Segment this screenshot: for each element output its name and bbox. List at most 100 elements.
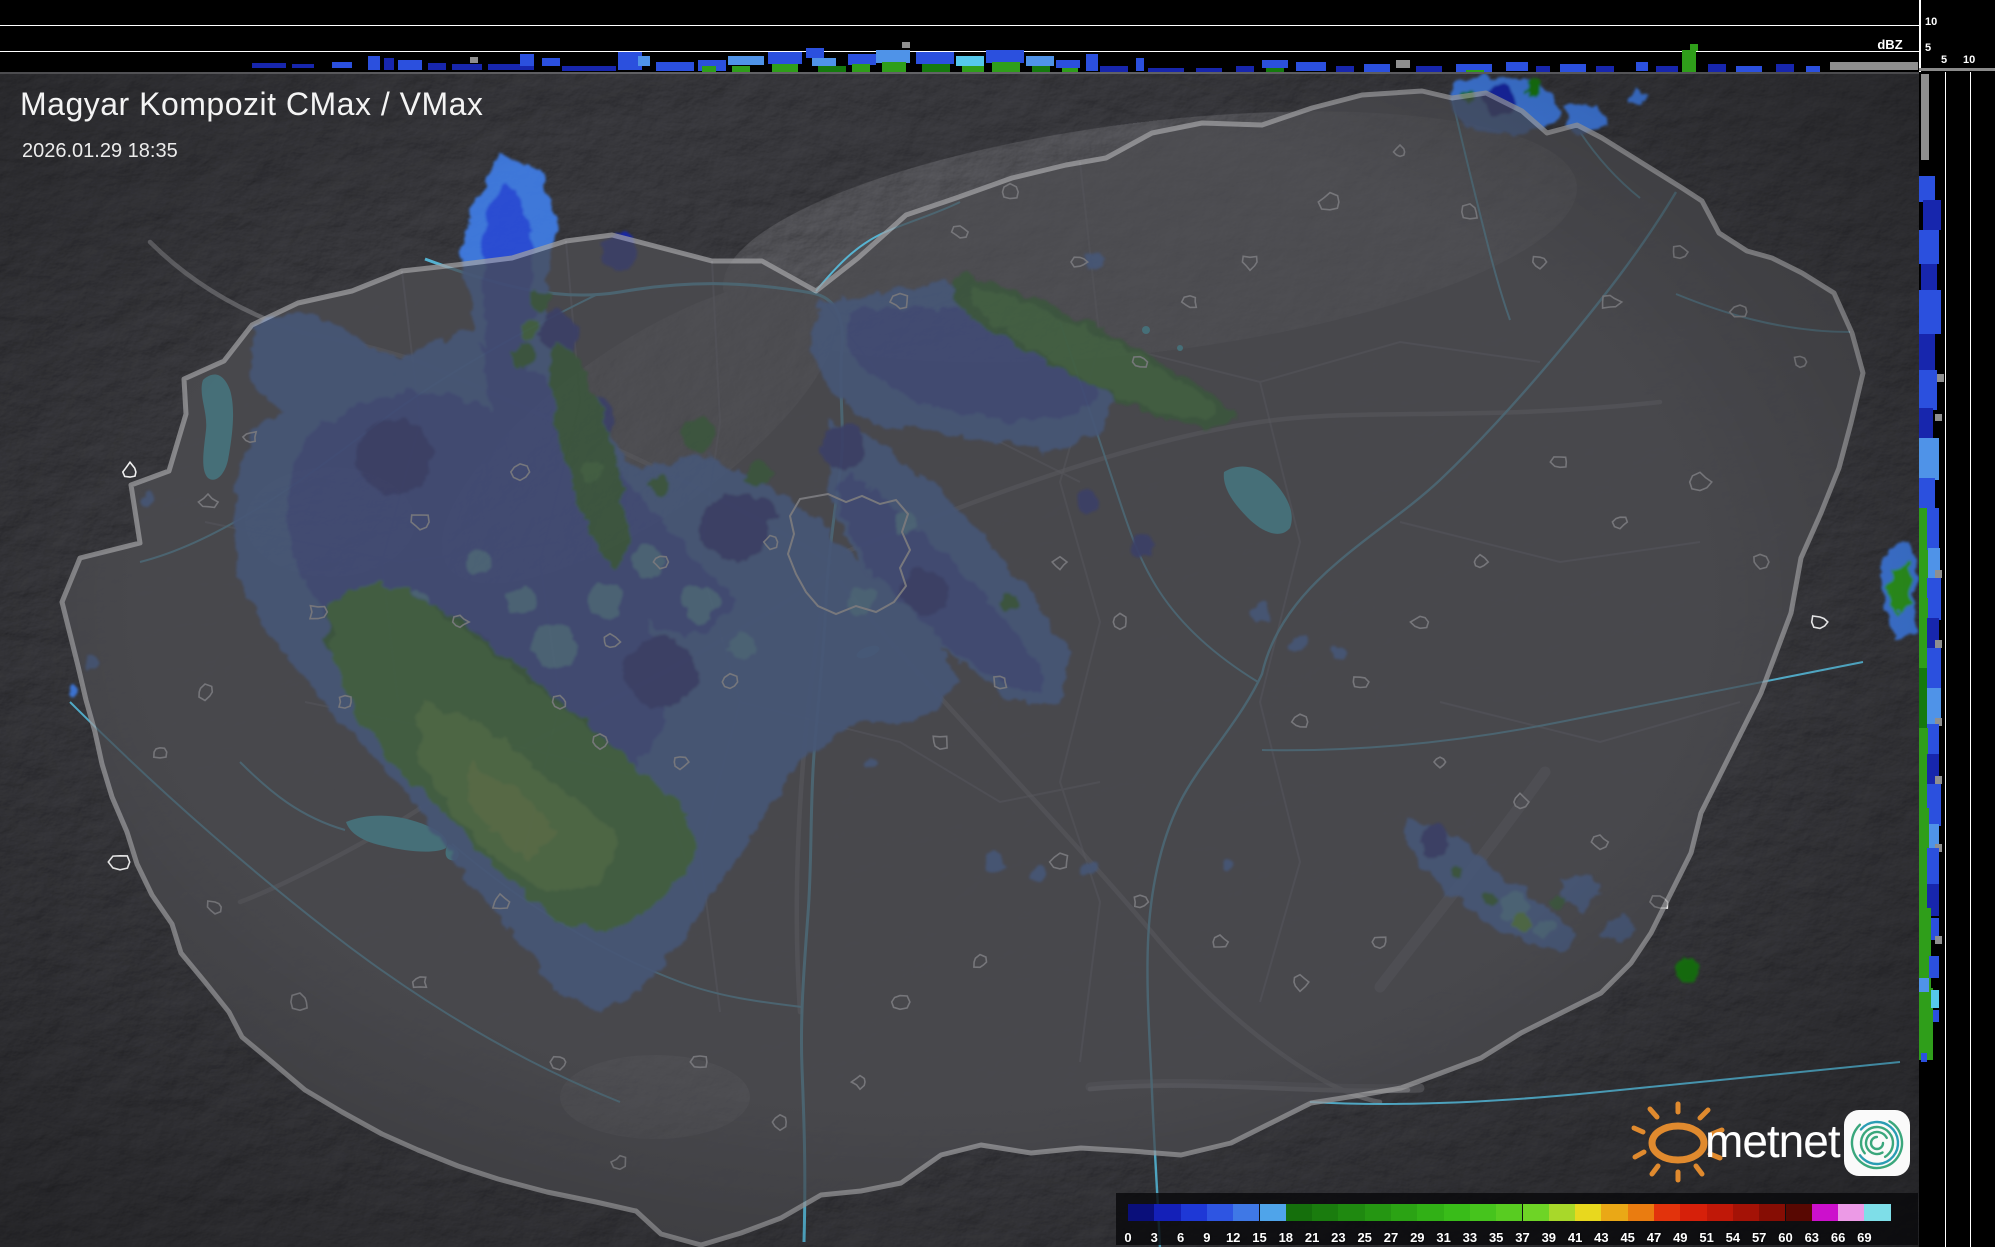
legend-color-cell [1627,1204,1654,1221]
profile-cell [452,64,482,70]
profile-cell [1026,56,1054,66]
profile-cell [1364,64,1390,72]
legend-tick-label: 31 [1436,1230,1451,1245]
legend-color-cell [1233,1204,1260,1221]
profile-cell [1536,66,1550,72]
metnet-logo-text: metnet [1705,1115,1841,1167]
profile-cell [1032,66,1050,72]
legend-color-cell [1364,1204,1391,1221]
legend-tick-label: 0 [1124,1230,1132,1245]
profile-cell [428,63,446,70]
right-vmax-profile-strip [1919,72,1995,1247]
profile-cell [470,57,478,63]
legend-color-cell [1443,1204,1470,1221]
profile-cell [638,56,650,66]
right-axis-label-10km: 10 [1963,54,1976,66]
legend-tick-label: 54 [1725,1230,1741,1245]
profile-cell [902,42,910,48]
radar-map-canvas [0,74,1919,1247]
profile-cell [1933,1010,1939,1022]
profile-cell [1148,68,1184,72]
legend-color-cell [1180,1204,1207,1221]
profile-cell [806,48,824,58]
profile-cell [1919,908,1931,990]
legend-color-cell [1680,1204,1707,1221]
legend-color-cell [1259,1204,1286,1221]
legend-color-cell [1759,1204,1786,1221]
profile-cell [1056,60,1080,68]
profile-cell [852,64,870,72]
profile-cell [1927,648,1941,690]
profile-cell [1919,508,1928,600]
profile-cell [656,62,694,71]
right-strip-10km-gridline [1970,72,1971,1247]
profile-cell [1336,66,1354,72]
profile-cell [1560,64,1586,72]
profile-cell [1935,936,1942,944]
profile-cell [1919,978,1929,992]
legend-tick-label: 37 [1515,1230,1530,1245]
legend-tick-label: 23 [1331,1230,1346,1245]
profile-cell [1927,578,1941,620]
right-strip-5km-gridline [1945,72,1946,1247]
legend-tick-label: 57 [1751,1230,1767,1245]
profile-cell [1919,334,1935,372]
profile-cell [986,50,1024,63]
profile-cell [1931,918,1939,940]
profile-cell [368,56,380,70]
profile-cell [562,66,616,71]
profile-cell [1927,508,1939,550]
profile-cell [1062,68,1078,72]
right-axis-label-5km: 5 [1941,54,1948,66]
legend-tick-label: 21 [1304,1230,1320,1245]
profile-cell [1921,264,1937,292]
profile-cell [1919,408,1933,440]
profile-cell [1776,64,1794,72]
profile-cell [1927,724,1939,756]
legend-color-cell [1811,1204,1839,1221]
legend-color-cell [1206,1204,1234,1221]
profile-cell [1929,956,1939,978]
profile-cell [1466,70,1484,72]
legend-color-cell [1522,1204,1549,1221]
town-outline [1810,615,1829,630]
profile-cell [1830,62,1918,70]
profile-cell [1456,64,1492,72]
profile-cell [1935,414,1942,421]
top-strip-10km-gridline [0,25,1919,26]
legend-tick-label: 66 [1830,1230,1846,1245]
profile-cell [922,64,950,72]
legend-color-cell [1391,1204,1418,1221]
metnet-logo: metnet [1630,1100,1920,1190]
top-axis-label-10km: 10 [1925,16,1938,28]
legend-tick-label: 33 [1462,1230,1478,1245]
profile-cell [728,56,764,65]
legend-tick-label: 47 [1646,1230,1662,1245]
profile-cell [818,66,846,72]
profile-cell [1636,62,1648,71]
profile-cell [1935,718,1942,726]
profile-cell [1929,824,1939,850]
profile-cell [812,58,836,66]
legend-tick-label: 27 [1383,1230,1399,1245]
legend-color-cell [1496,1204,1523,1221]
profile-cell [1937,374,1944,382]
profile-cell [768,52,802,64]
legend-color-cell [1864,1204,1891,1221]
top-axis-label-5km: 5 [1925,42,1932,54]
legend-color-cell [1128,1204,1155,1221]
profile-cell [1596,66,1614,72]
spiral-icon [1844,1110,1910,1176]
top-vmax-profile-strip [0,0,1919,72]
profile-cell [1236,66,1254,72]
profile-cell [398,60,422,70]
sun-icon [1631,1101,1725,1183]
profile-cell [1396,60,1410,68]
profile-cell [292,64,314,68]
profile-cell [1100,66,1128,72]
profile-cell [1416,66,1442,72]
profile-cell [618,52,642,70]
profile-cell [1935,570,1942,578]
radar-map [0,72,1919,1247]
page-title: Magyar Kompozit CMax / VMax [20,86,484,122]
